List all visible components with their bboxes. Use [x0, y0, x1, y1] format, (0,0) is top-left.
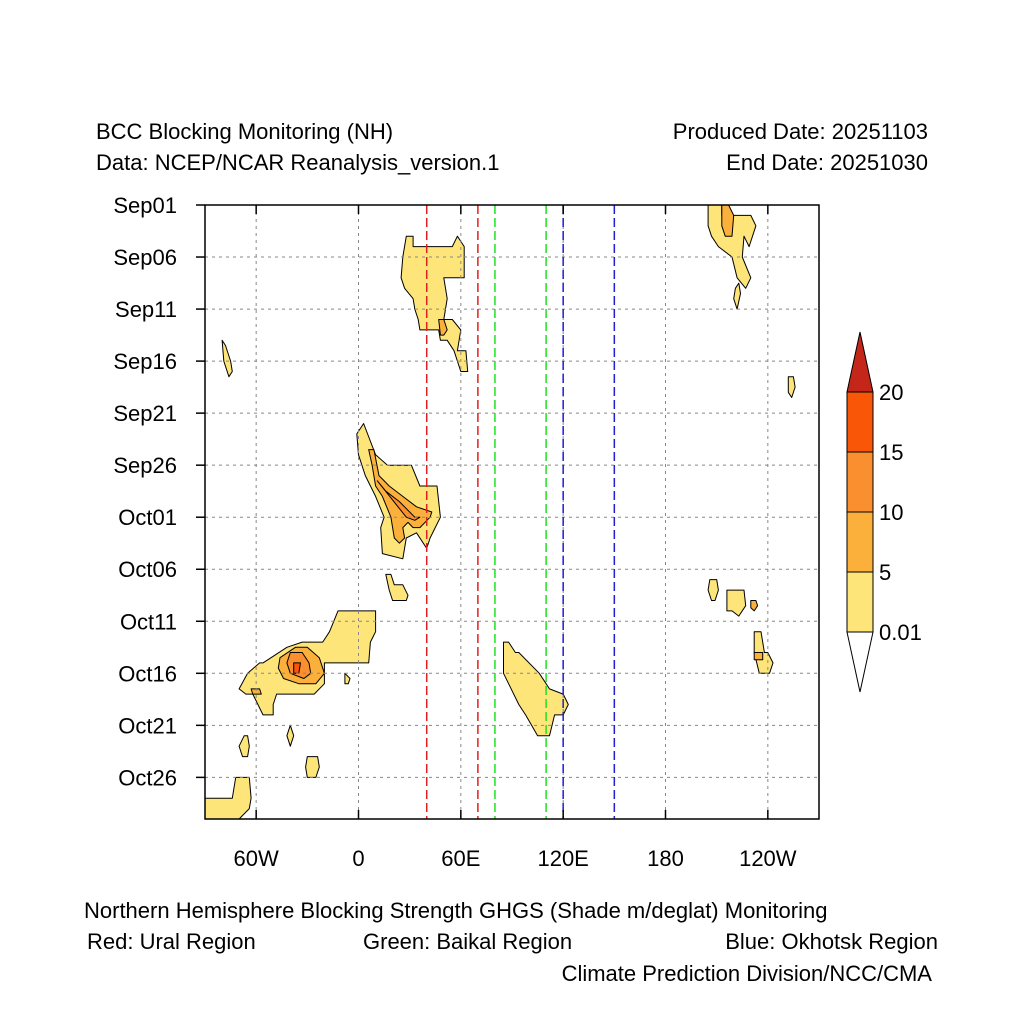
- data-source: Data: NCEP/NCAR Reanalysis_version.1: [96, 150, 500, 175]
- colorbar-box-3: [846, 391, 874, 453]
- chart-title: BCC Blocking Monitoring (NH): [96, 119, 394, 144]
- produced-date: Produced Date: 20251103: [672, 119, 928, 144]
- region-lines: [425, 205, 616, 819]
- colorbar-box-0: [846, 571, 874, 633]
- blocking-contour-23: [286, 724, 295, 747]
- y-tick-label-6: Oct01: [118, 505, 177, 530]
- blocking-contour-21: [503, 641, 569, 737]
- y-tick-label-4: Sep21: [113, 401, 177, 426]
- blocking-contour-26: [204, 776, 252, 820]
- blocking-contour-4: [438, 319, 448, 336]
- y-tick-label-11: Oct26: [118, 765, 177, 790]
- blocking-contour-13: [750, 600, 759, 612]
- footer-credit: Climate Prediction Division/NCC/CMA: [561, 961, 932, 986]
- y-tick-label-8: Oct11: [120, 609, 177, 634]
- x-tick-label-4: 180: [647, 846, 684, 871]
- colorbar-label-1: 5: [879, 560, 891, 585]
- blocking-contour-1: [721, 204, 735, 237]
- blocking-contour-18: [250, 688, 262, 695]
- y-axis: Sep01 Sep06 Sep11 Sep16 Sep21 Sep26 Oct01 Oct06…: [113, 193, 205, 790]
- blocking-contour-6: [221, 339, 233, 378]
- colorbar-label-4: 20: [879, 380, 903, 405]
- footer-okhotsk-label: Blue: Okhotsk Region: [725, 929, 938, 954]
- colorbar-box-2: [846, 451, 874, 513]
- y-tick-label-3: Sep16: [113, 349, 177, 374]
- blocking-contour-25: [305, 756, 320, 778]
- x-tick-label-0: 60W: [234, 846, 279, 871]
- blocking-contour-17: [293, 662, 301, 674]
- colorbar-box-1: [846, 511, 874, 573]
- blocking-contour-10: [385, 573, 409, 601]
- blocking-contour-20: [753, 652, 764, 661]
- blocking-contour-0: [707, 204, 757, 289]
- colorbar-over-triangle: [846, 331, 874, 393]
- blocking-contour-3: [400, 235, 469, 372]
- x-tick-label-1: 0: [352, 846, 364, 871]
- footer-description: Northern Hemisphere Blocking Strength GH…: [84, 898, 828, 923]
- y-tick-label-7: Oct06: [118, 557, 177, 582]
- y-tick-label-0: Sep01: [113, 193, 177, 218]
- blocking-contour-2: [733, 282, 741, 310]
- blocking-contour-12: [726, 589, 747, 617]
- y-tick-label-2: Sep11: [115, 297, 177, 322]
- colorbar: 0.01 5 10 15 20: [846, 331, 922, 693]
- grid-lines: [205, 205, 819, 819]
- colorbar-label-0: 0.01: [879, 620, 922, 645]
- colorbar-label-2: 10: [879, 500, 903, 525]
- y-tick-label-1: Sep06: [113, 245, 177, 270]
- blocking-contour-24: [238, 735, 250, 758]
- x-tick-label-5: 120W: [739, 846, 797, 871]
- colorbar-under-triangle: [846, 631, 874, 693]
- y-tick-label-10: Oct21: [118, 713, 177, 738]
- footer-ural-label: Red: Ural Region: [87, 929, 256, 954]
- blocking-contour-5: [787, 376, 796, 398]
- x-tick-label-2: 60E: [441, 846, 480, 871]
- x-axis: 60W 0 60E 120E 180 120W: [234, 205, 797, 871]
- colorbar-label-3: 15: [879, 440, 903, 465]
- plot-frame: [204, 204, 820, 820]
- end-date: End Date: 20251030: [726, 150, 928, 175]
- blocking-contours: [204, 204, 796, 820]
- y-tick-label-9: Oct16: [118, 661, 177, 686]
- x-tick-label-3: 120E: [537, 846, 588, 871]
- footer-baikal-label: Green: Baikal Region: [363, 929, 573, 954]
- blocking-contour-11: [707, 579, 719, 601]
- y-tick-label-5: Sep26: [113, 453, 177, 478]
- blocking-contour-22: [344, 672, 351, 685]
